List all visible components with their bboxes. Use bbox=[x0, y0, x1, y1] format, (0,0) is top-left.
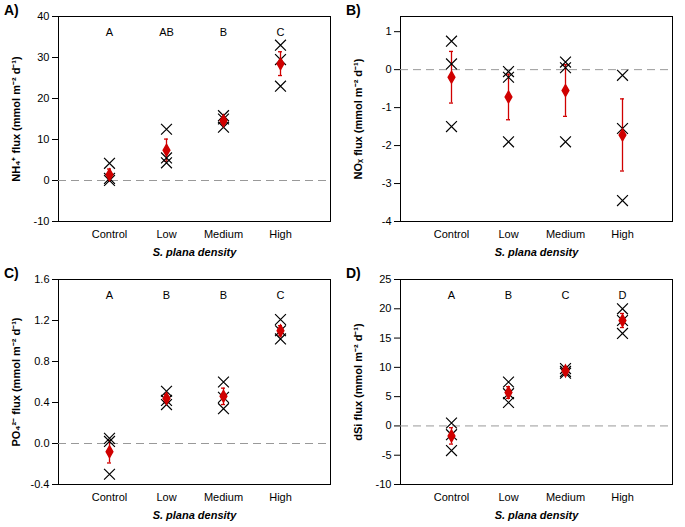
svg-text:Medium: Medium bbox=[204, 491, 243, 503]
svg-text:1.6: 1.6 bbox=[34, 273, 49, 285]
svg-text:1: 1 bbox=[385, 25, 391, 37]
svg-text:NH₄⁺ flux (mmol m⁻² d⁻¹): NH₄⁺ flux (mmol m⁻² d⁻¹) bbox=[10, 56, 22, 182]
svg-text:0: 0 bbox=[385, 63, 391, 75]
svg-text:B: B bbox=[220, 289, 227, 301]
svg-text:Medium: Medium bbox=[204, 228, 243, 240]
svg-text:Control: Control bbox=[434, 228, 469, 240]
svg-text:Medium: Medium bbox=[546, 228, 585, 240]
svg-text:A: A bbox=[448, 289, 456, 301]
svg-text:A: A bbox=[106, 289, 114, 301]
svg-text:C: C bbox=[562, 289, 570, 301]
svg-text:25: 25 bbox=[379, 273, 391, 285]
svg-text:-4: -4 bbox=[382, 215, 392, 227]
svg-text:PO₄²⁻ flux (mmol m⁻² d⁻¹): PO₄²⁻ flux (mmol m⁻² d⁻¹) bbox=[10, 317, 22, 446]
svg-text:0: 0 bbox=[43, 174, 49, 186]
svg-text:0.4: 0.4 bbox=[34, 396, 49, 408]
svg-text:0.8: 0.8 bbox=[34, 355, 49, 367]
svg-text:S. plana density: S. plana density bbox=[495, 246, 580, 258]
svg-text:C: C bbox=[277, 289, 285, 301]
svg-text:NOₓ flux (mmol m⁻² d⁻¹): NOₓ flux (mmol m⁻² d⁻¹) bbox=[352, 58, 364, 179]
svg-text:-2: -2 bbox=[382, 139, 392, 151]
svg-text:S. plana density: S. plana density bbox=[495, 509, 580, 521]
svg-text:High: High bbox=[611, 491, 634, 503]
svg-text:15: 15 bbox=[379, 332, 391, 344]
svg-text:0.0: 0.0 bbox=[34, 437, 49, 449]
svg-text:30: 30 bbox=[37, 51, 49, 63]
svg-text:High: High bbox=[269, 228, 292, 240]
svg-text:20: 20 bbox=[37, 92, 49, 104]
svg-text:Control: Control bbox=[92, 491, 127, 503]
svg-text:-3: -3 bbox=[382, 177, 392, 189]
html-text:B): B) bbox=[346, 2, 361, 18]
svg-text:-5: -5 bbox=[382, 449, 392, 461]
html-text:C): C) bbox=[4, 265, 19, 281]
svg-text:-10: -10 bbox=[376, 478, 392, 490]
svg-text:B: B bbox=[505, 289, 512, 301]
svg-text:10: 10 bbox=[379, 361, 391, 373]
svg-text:Low: Low bbox=[156, 491, 176, 503]
svg-text:1.2: 1.2 bbox=[34, 314, 49, 326]
svg-text:A: A bbox=[106, 26, 114, 38]
svg-text:5: 5 bbox=[385, 390, 391, 402]
svg-text:S. plana density: S. plana density bbox=[153, 509, 238, 521]
svg-text:20: 20 bbox=[379, 302, 391, 314]
svg-text:Low: Low bbox=[498, 491, 518, 503]
svg-text:Medium: Medium bbox=[546, 491, 585, 503]
svg-text:-0.4: -0.4 bbox=[31, 478, 50, 490]
svg-text:S. plana density: S. plana density bbox=[153, 246, 238, 258]
svg-text:Control: Control bbox=[92, 228, 127, 240]
svg-text:B: B bbox=[220, 26, 227, 38]
svg-text:dSi flux (mmol m⁻² d⁻¹): dSi flux (mmol m⁻² d⁻¹) bbox=[352, 323, 364, 441]
svg-text:Control: Control bbox=[434, 491, 469, 503]
html-text:D): D) bbox=[346, 265, 361, 281]
svg-text:-1: -1 bbox=[382, 101, 392, 113]
svg-text:Low: Low bbox=[498, 228, 518, 240]
svg-text:D: D bbox=[619, 289, 627, 301]
svg-text:-10: -10 bbox=[34, 215, 50, 227]
svg-text:High: High bbox=[611, 228, 634, 240]
svg-text:Low: Low bbox=[156, 228, 176, 240]
svg-text:10: 10 bbox=[37, 133, 49, 145]
svg-text:AB: AB bbox=[159, 26, 174, 38]
html-text:A): A) bbox=[4, 2, 19, 18]
svg-text:0: 0 bbox=[385, 419, 391, 431]
svg-text:High: High bbox=[269, 491, 292, 503]
svg-text:C: C bbox=[277, 26, 285, 38]
svg-text:40: 40 bbox=[37, 10, 49, 22]
svg-text:B: B bbox=[163, 289, 170, 301]
